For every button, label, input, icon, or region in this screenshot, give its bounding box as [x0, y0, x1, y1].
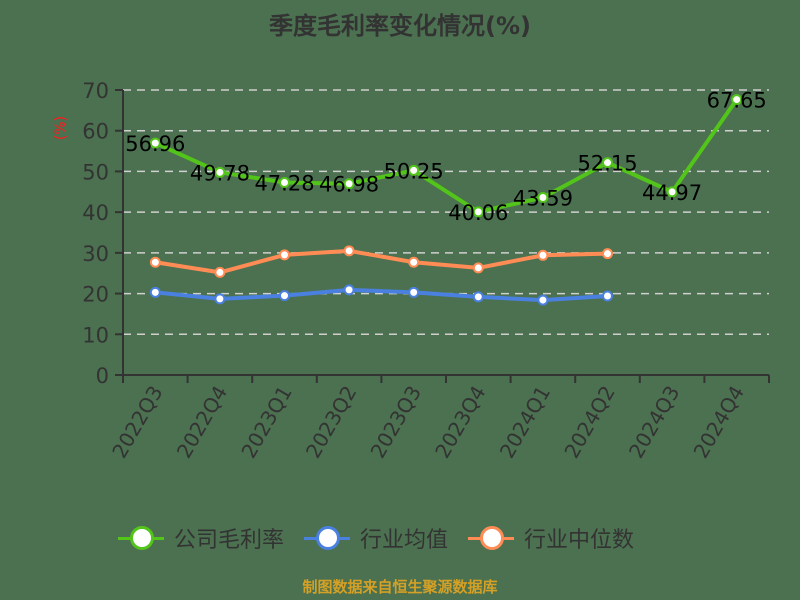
y-tick-label: 20 — [82, 283, 109, 307]
data-point — [279, 177, 290, 189]
series-line — [155, 287, 608, 303]
x-tick-label: 2023Q4 — [430, 382, 490, 463]
data-label: 56.96 — [125, 132, 185, 156]
data-point — [149, 256, 161, 268]
legend-item[interactable]: 行业中位数 — [468, 522, 634, 554]
x-tick-label: 2022Q3 — [107, 382, 167, 463]
data-label: 52.15 — [577, 152, 637, 176]
data-point — [214, 166, 226, 178]
data-label: 67.65 — [707, 89, 767, 113]
data-label: 46.98 — [319, 173, 379, 197]
legend-label: 行业均值 — [360, 528, 449, 553]
data-point — [343, 284, 355, 296]
legend: 公司毛利率 行业均值 行业中位数 — [118, 520, 654, 556]
data-point — [343, 245, 355, 257]
x-tick-label: 2022Q4 — [172, 382, 232, 463]
source-footer: 制图数据来自恒生聚源数据库 — [302, 578, 498, 596]
data-point — [408, 164, 420, 176]
data-point — [408, 286, 420, 298]
data-point — [537, 192, 549, 204]
data-point — [343, 178, 355, 190]
y-tick-label: 0 — [96, 364, 109, 388]
x-tick-label: 2024Q1 — [495, 382, 555, 463]
y-tick-label: 70 — [82, 79, 109, 103]
series-line — [154, 248, 608, 275]
series-line — [154, 98, 739, 214]
data-point — [472, 206, 484, 218]
x-tick-label: 2024Q4 — [689, 382, 749, 463]
data-label: 43.59 — [513, 187, 573, 211]
data-point — [214, 266, 226, 278]
legend-marker-icon — [304, 523, 351, 553]
data-point — [537, 294, 549, 306]
y-tick-label: 40 — [82, 201, 109, 225]
y-tick-label: 10 — [82, 323, 109, 347]
data-point — [214, 293, 226, 305]
data-point — [408, 256, 420, 268]
y-tick-label: 30 — [82, 242, 109, 266]
data-point — [472, 291, 484, 303]
x-tick-label: 2024Q2 — [559, 382, 619, 463]
data-point — [731, 94, 743, 106]
data-point — [602, 248, 613, 260]
data-label: 40.06 — [448, 201, 508, 225]
data-label: 47.28 — [254, 172, 314, 196]
x-tick-label: 2023Q1 — [236, 382, 296, 463]
data-point — [537, 249, 549, 261]
y-tick-label: 60 — [82, 120, 109, 144]
legend-marker-icon — [118, 523, 164, 553]
data-point — [279, 290, 290, 302]
data-label: 44.97 — [642, 181, 702, 205]
data-point — [279, 249, 290, 261]
x-tick-label: 2023Q2 — [301, 382, 361, 463]
legend-marker-icon — [468, 523, 515, 553]
data-label: 50.25 — [384, 159, 444, 183]
data-label: 49.78 — [190, 161, 250, 185]
data-point — [472, 262, 484, 274]
data-point — [602, 290, 613, 302]
legend-label: 行业中位数 — [524, 528, 635, 553]
data-point — [149, 137, 161, 149]
chart-title: 季度毛利率变化情况(%) — [269, 12, 531, 40]
legend-label: 公司毛利率 — [174, 528, 285, 553]
data-point — [602, 157, 613, 169]
x-tick-label: 2023Q3 — [366, 382, 426, 463]
y-tick-label: 50 — [82, 160, 109, 184]
data-point — [149, 286, 161, 298]
legend-item[interactable]: 公司毛利率 — [118, 522, 284, 554]
x-tick-label: 2024Q3 — [624, 382, 684, 463]
data-point — [666, 186, 678, 198]
legend-item[interactable]: 行业均值 — [304, 522, 448, 554]
